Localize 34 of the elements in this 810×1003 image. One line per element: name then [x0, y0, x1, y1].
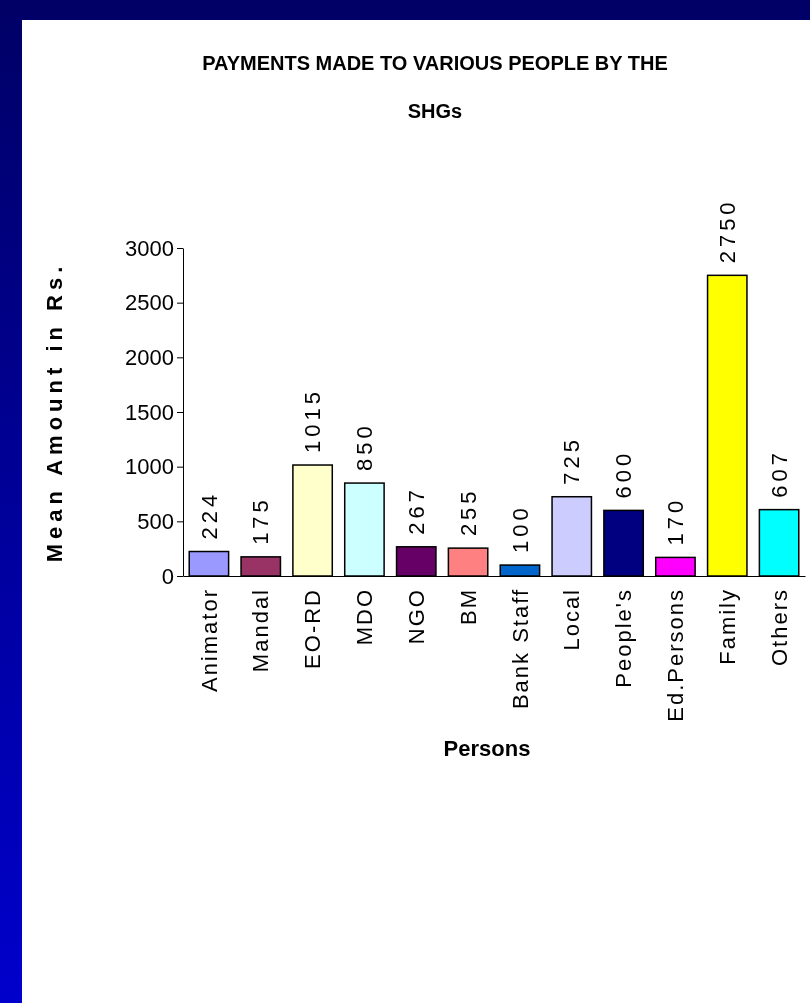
data-label: 1015	[300, 388, 326, 454]
y-tick-label: 3000	[125, 235, 174, 261]
y-axis-title: Mean Amount in Rs.	[42, 261, 67, 563]
data-label: 100	[507, 504, 533, 554]
y-tick-label: 1000	[125, 454, 174, 480]
x-tick-label: NGO	[403, 588, 429, 645]
y-tick-label: 2000	[125, 344, 174, 370]
x-tick-label: EO-RD	[300, 588, 326, 669]
y-tick-label: 500	[137, 508, 174, 534]
data-label: 725	[559, 436, 585, 485]
x-tick-label: Mandal	[248, 588, 274, 673]
data-label: 267	[403, 486, 429, 535]
data-label: 850	[352, 422, 378, 472]
data-label: 600	[611, 449, 637, 499]
x-tick-label: People's	[611, 588, 637, 688]
data-label: 170	[663, 496, 689, 546]
data-label: 2750	[714, 198, 740, 264]
x-tick-label: Family	[714, 588, 740, 665]
data-label: 224	[196, 490, 222, 540]
x-tick-label: Others	[766, 588, 792, 667]
chart-title: PAYMENTS MADE TO VARIOUS PEOPLE BY THE SHGs	[202, 52, 668, 122]
data-label: 175	[248, 496, 274, 545]
x-tick-label: BM	[455, 588, 481, 625]
y-tick-label: 0	[161, 563, 174, 589]
data-label: 607	[766, 448, 792, 498]
x-tick-label: Animator	[196, 588, 222, 693]
x-tick-label: Ed.Persons	[663, 588, 689, 722]
x-tick-label: Local	[559, 588, 585, 651]
x-tick-label: Bank Staff	[507, 588, 533, 710]
data-label: 255	[455, 487, 481, 537]
x-axis-title: Persons	[443, 735, 531, 761]
y-tick-label: 1500	[125, 399, 174, 425]
y-tick-label: 2500	[125, 290, 174, 316]
x-tick-label: MDO	[352, 588, 378, 646]
